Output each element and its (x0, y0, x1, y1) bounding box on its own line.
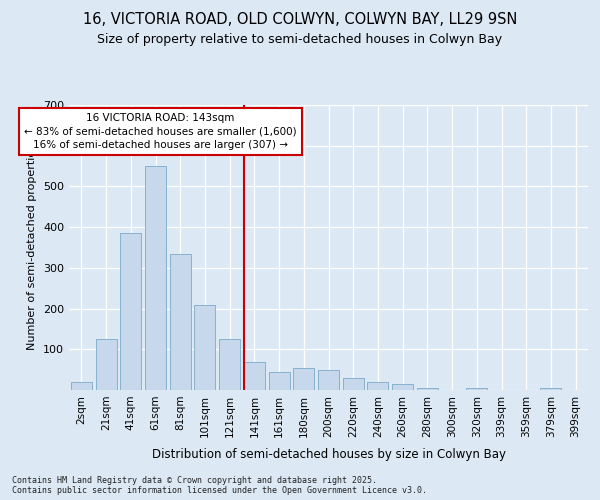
Bar (417, 388, 438, 390)
Bar (269, 372, 290, 390)
Bar (392, 384, 413, 390)
Text: Contains HM Land Registry data © Crown copyright and database right 2025.
Contai: Contains HM Land Registry data © Crown c… (12, 476, 427, 495)
Bar (170, 254, 191, 390)
Bar (71, 382, 92, 390)
Bar (318, 370, 339, 390)
Text: Size of property relative to semi-detached houses in Colwyn Bay: Size of property relative to semi-detach… (97, 32, 503, 46)
Bar (541, 388, 562, 390)
Bar (194, 304, 215, 390)
Bar (343, 378, 364, 390)
Bar (120, 233, 141, 390)
Text: 16, VICTORIA ROAD, OLD COLWYN, COLWYN BAY, LL29 9SN: 16, VICTORIA ROAD, OLD COLWYN, COLWYN BA… (83, 12, 517, 28)
Bar (367, 382, 388, 390)
Bar (95, 339, 116, 390)
Bar (219, 339, 240, 390)
Text: 16 VICTORIA ROAD: 143sqm
← 83% of semi-detached houses are smaller (1,600)
16% o: 16 VICTORIA ROAD: 143sqm ← 83% of semi-d… (24, 113, 297, 150)
Bar (145, 166, 166, 390)
Bar (244, 362, 265, 390)
X-axis label: Distribution of semi-detached houses by size in Colwyn Bay: Distribution of semi-detached houses by … (151, 448, 505, 461)
Bar (293, 368, 314, 390)
Y-axis label: Number of semi-detached properties: Number of semi-detached properties (28, 144, 37, 350)
Bar (466, 388, 487, 390)
